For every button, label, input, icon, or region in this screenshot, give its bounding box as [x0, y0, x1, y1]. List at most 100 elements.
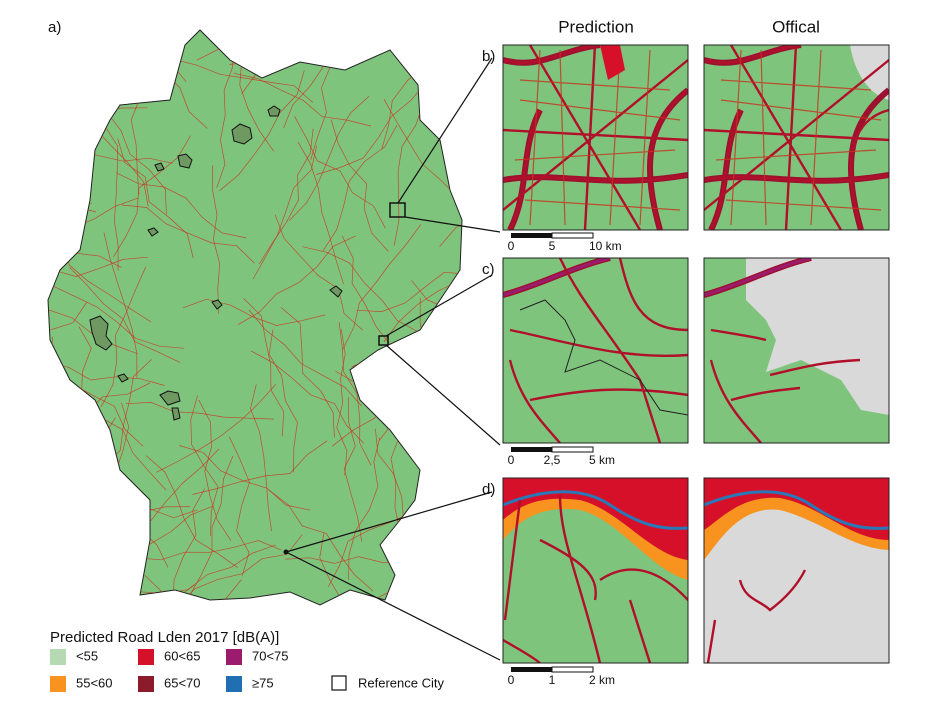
road — [48, 301, 88, 372]
road — [439, 183, 462, 247]
scale-bars: 0 5 10 km 0 2,5 5 km 0 1 2 km — [508, 232, 622, 687]
legend-swatch — [226, 676, 242, 692]
inset-b — [502, 44, 890, 231]
scale-bar-label: 1 — [549, 673, 556, 687]
road — [250, 350, 365, 444]
road — [98, 30, 187, 83]
road — [48, 411, 92, 551]
road — [219, 70, 305, 192]
road — [330, 119, 389, 252]
legend-swatch — [138, 676, 154, 692]
road — [302, 246, 420, 333]
reference-city-swatch — [331, 675, 347, 691]
scale-bar-label: 0 — [508, 673, 515, 687]
legend-label: 65<70 — [164, 675, 201, 690]
inset-c — [502, 257, 890, 444]
road — [48, 336, 54, 484]
road — [198, 399, 232, 541]
panel-label: a) — [48, 19, 61, 36]
road — [342, 224, 422, 350]
scale-bar-label: 0 — [508, 453, 515, 467]
reference-cities — [89, 105, 343, 421]
road — [116, 172, 247, 239]
legend-swatch — [50, 649, 66, 665]
legend-label: 70<75 — [252, 648, 289, 663]
road — [297, 142, 344, 285]
road — [338, 322, 372, 466]
leader-lines — [285, 57, 501, 661]
road — [233, 72, 372, 127]
road — [0, 484, 47, 521]
road — [48, 202, 92, 259]
road — [73, 417, 116, 558]
road — [182, 298, 326, 326]
road — [268, 329, 298, 473]
scale-bar-label: 2,5 — [544, 453, 561, 467]
legend-label: 55<60 — [76, 675, 113, 690]
scale-bar-label: 10 km — [589, 239, 622, 253]
reference-city-label: Reference City — [358, 675, 444, 690]
panel-label: b) — [482, 48, 495, 65]
road — [48, 286, 138, 355]
inset-marker — [378, 335, 389, 346]
road — [48, 161, 65, 186]
road — [274, 214, 363, 331]
scale-bar-white — [551, 446, 594, 453]
road — [121, 204, 255, 264]
road — [243, 298, 284, 437]
scale-bar-white — [551, 666, 594, 673]
scale-bar-black — [511, 447, 552, 452]
road — [172, 58, 313, 103]
road — [356, 271, 462, 312]
road — [294, 116, 386, 229]
road — [258, 128, 314, 265]
scale-bar-black — [511, 667, 552, 672]
legend: <55 55<60 60<65 65<70 70<75 ≥75 — [50, 648, 289, 692]
road — [268, 489, 374, 592]
scale-bar-label: 5 km — [589, 453, 615, 467]
road — [125, 402, 274, 420]
road — [280, 307, 335, 438]
road — [75, 30, 167, 55]
road — [322, 125, 398, 251]
legend-swatch — [226, 649, 242, 665]
road — [396, 517, 462, 605]
road — [53, 30, 171, 38]
scale-bar-black — [511, 233, 552, 238]
legend-swatch — [50, 676, 66, 692]
road — [212, 165, 221, 314]
road — [0, 307, 40, 375]
column-title: Prediction — [558, 17, 634, 36]
road — [430, 333, 452, 479]
road — [393, 101, 425, 246]
road — [48, 351, 144, 447]
road — [316, 81, 428, 175]
road — [100, 266, 147, 408]
scale-bar-label: 5 — [549, 239, 556, 253]
road — [336, 329, 348, 476]
road — [192, 440, 328, 495]
scale-bar-label: 2 km — [589, 673, 615, 687]
road — [383, 249, 462, 343]
road — [343, 397, 363, 542]
road — [188, 455, 234, 597]
legend-label: 60<65 — [164, 648, 201, 663]
legend-title: Predicted Road Lden 2017 [dB(A)] — [50, 629, 279, 646]
road — [48, 145, 52, 290]
road — [411, 280, 462, 339]
road — [250, 384, 272, 532]
road — [51, 285, 185, 349]
legend-label: ≥75 — [252, 675, 274, 690]
road — [237, 235, 356, 326]
road — [190, 395, 219, 536]
legend-label: <55 — [76, 648, 98, 663]
road — [48, 463, 101, 582]
scale-bar-white — [551, 232, 594, 239]
road — [48, 30, 163, 75]
road — [348, 437, 381, 581]
panel-label: d) — [482, 481, 495, 498]
legend-swatch — [138, 649, 154, 665]
road — [216, 41, 234, 188]
road — [117, 138, 194, 259]
